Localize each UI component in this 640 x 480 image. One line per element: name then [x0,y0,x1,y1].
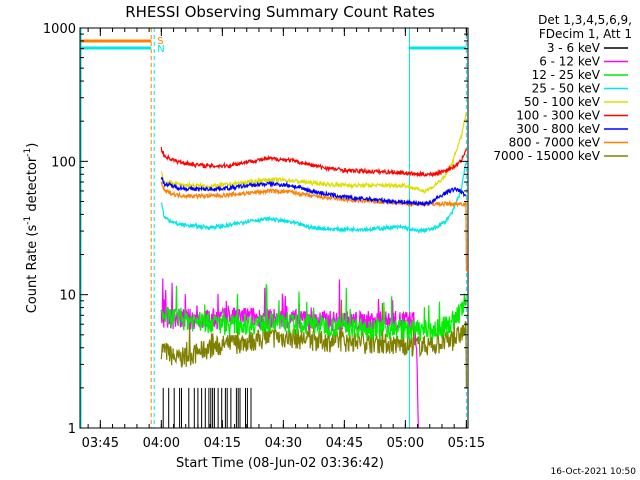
series-25-50-kev [160,161,467,234]
y-axis: 1 10 100 1000 [43,22,468,437]
x-tick-label: 05:00 [387,436,424,451]
x-axis-label: Start Time (08-Jun-02 03:36:42) [176,456,384,471]
x-axis: 03:45 04:00 04:15 04:30 04:45 05:00 05:15 [82,28,485,451]
series-line [160,284,467,342]
y-tick-label: 1 [68,422,76,437]
y-tick-label: 1000 [43,22,76,37]
series-line [160,176,467,207]
y-tick-label: 10 [59,289,76,304]
x-tick-label: 04:15 [204,436,241,451]
legend-label: 25 - 50 keV [532,82,601,96]
legend-label: 50 - 100 keV [524,95,601,109]
x-tick-label: 05:15 [448,436,485,451]
series-50-100-kev [160,112,467,194]
legend-header-line-1: Det 1,3,4,5,6,9, [538,13,632,27]
x-tick-label: 04:00 [143,436,180,451]
legend-header-line-2: FDecim 1, Att 1 [539,27,632,41]
night-flag-label: N [157,44,164,55]
legend-label: 7000 - 15000 keV [493,149,600,163]
chart-title: RHESSI Observing Summary Count Rates [125,3,435,21]
series-12-25-kev [160,284,467,342]
saa-flag-label: S [157,36,163,47]
legend-label: 6 - 12 keV [539,55,601,69]
y-tick-label: 100 [51,155,76,170]
legend-label: 3 - 6 keV [547,41,601,55]
series-3-6-kev [162,387,252,428]
series-line [160,112,467,194]
series-line [160,161,467,234]
legend-label: 100 - 300 keV [516,109,600,123]
series-line [160,147,467,178]
legend-label: 12 - 25 keV [532,68,601,82]
legend-label: 800 - 7000 keV [509,136,601,150]
x-tick-label: 04:45 [326,436,363,451]
series-100-300-kev [160,147,467,178]
x-tick-label: 04:30 [265,436,302,451]
legend-label: 300 - 800 keV [516,122,600,136]
timestamp: 16-Oct-2021 10:50 [551,467,637,477]
y-axis-label: Count Rate (s-1 detector-1) [23,143,40,314]
x-tick-label: 03:45 [82,436,119,451]
plot-frame [79,27,469,429]
series-300-800-kev [160,176,467,207]
